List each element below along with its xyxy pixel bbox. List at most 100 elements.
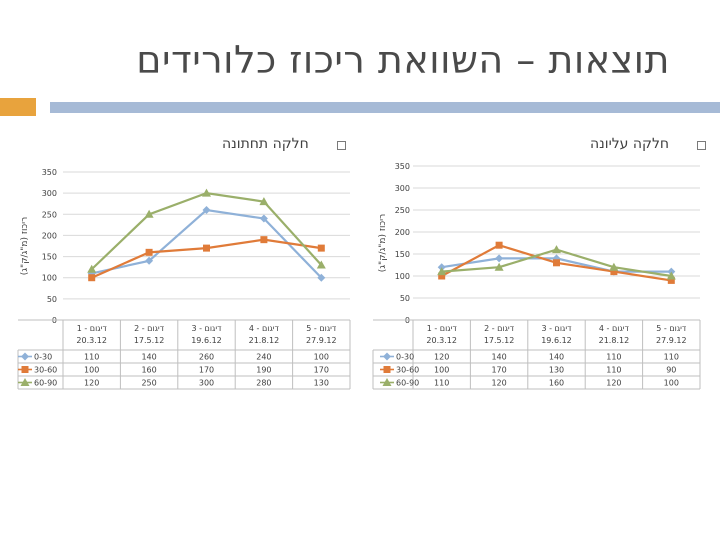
- right-chart-y-tick-label: 200: [395, 228, 410, 237]
- left-chart-point-60-90: [259, 197, 269, 206]
- right-chart-x-tick-label: 17.5.12: [484, 336, 515, 345]
- left-chart-y-tick-label: 350: [42, 168, 57, 177]
- right-chart-x-tick-label: 27.9.12: [656, 336, 687, 345]
- left-chart-series-line-60-90: [90, 192, 323, 271]
- right-chart-table-value: 90: [666, 366, 676, 375]
- right-chart-legend-key-marker: [383, 366, 391, 373]
- left-chart-y-tick-label: 100: [42, 274, 57, 283]
- right-chart-table-value: 100: [664, 379, 679, 388]
- right-chart-legend-label: 0-30: [396, 353, 414, 362]
- left-chart-legend-key-marker: [21, 366, 29, 373]
- right-chart-legend-label: 30-60: [396, 366, 419, 375]
- right-chart-point-30-60: [667, 276, 675, 284]
- left-chart-x-tick-label: דיגום - 3: [191, 324, 222, 333]
- left-chart-legend-label: 0-30: [34, 353, 52, 362]
- left-chart-table-value: 120: [84, 379, 99, 388]
- right-chart-table-value: 140: [491, 353, 506, 362]
- bullet-square-icon: [697, 141, 706, 150]
- left-chart-table-value: 100: [84, 366, 99, 375]
- left-chart-x-tick-label: דיגום - 1: [77, 324, 108, 333]
- right-chart-point-60-90: [552, 245, 561, 254]
- left-chart-table-value: 240: [256, 353, 271, 362]
- right-chart-y-tick-label: 250: [395, 206, 410, 215]
- left-chart-legend-key-marker: [21, 352, 29, 361]
- left-chart-point-60-90: [316, 260, 326, 269]
- left-chart-legend-label: 60-90: [34, 379, 57, 388]
- right-chart-table-value: 100: [434, 366, 449, 375]
- right-chart-y-tick-label: 150: [395, 250, 410, 259]
- left-chart-x-tick-label: דיגום - 4: [249, 324, 280, 333]
- left-chart-point-0-30: [259, 214, 268, 223]
- left-chart-table-value: 300: [199, 379, 214, 388]
- left-chart-x-tick-label: 21.8.12: [249, 336, 280, 345]
- title-accent-bar: [0, 98, 36, 116]
- left-chart-table-value: 160: [141, 366, 156, 375]
- right-chart-x-tick-label: 20.3.12: [426, 336, 457, 345]
- right-chart-table-value: 110: [606, 366, 621, 375]
- right-chart-y-tick-label: 50: [400, 294, 410, 303]
- right-chart-x-tick-label: 19.6.12: [541, 336, 572, 345]
- page-title: תוצאות – השוואת ריכוז כלורידים: [136, 38, 670, 82]
- right-chart-point-60-90: [666, 271, 676, 280]
- right-chart-table-value: 110: [606, 353, 621, 362]
- left-chart-table-value: 260: [199, 353, 214, 362]
- left-chart-table-value: 140: [141, 353, 156, 362]
- left-chart-y-axis-label: ריכוז (מ"ג/ק"ג): [20, 217, 30, 276]
- bullet-square-icon: [337, 141, 346, 150]
- left-chart-point-60-90: [87, 264, 97, 273]
- left-chart-x-tick-label: דיגום - 5: [306, 324, 337, 333]
- left-chart-point-30-60: [145, 248, 153, 256]
- right-chart-point-30-60: [553, 259, 560, 267]
- left-chart-heading: חלקה תחתונה: [222, 136, 309, 152]
- left-chart-point-0-30: [202, 206, 211, 215]
- right-chart-point-60-90: [494, 262, 504, 271]
- right-chart-x-tick-label: דיגום - 3: [541, 324, 572, 333]
- left-chart-table-value: 110: [84, 353, 99, 362]
- title-divider-bar: [50, 102, 720, 113]
- left-chart-point-30-60: [88, 274, 96, 282]
- right-chart-point-30-60: [495, 241, 503, 249]
- right-chart-point-0-30: [495, 254, 504, 263]
- right-chart-legend-key-marker: [382, 378, 392, 386]
- left-chart-table-value: 130: [314, 379, 329, 388]
- left-chart-table-value: 280: [256, 379, 271, 388]
- right-chart-table-value: 110: [664, 353, 679, 362]
- right-chart-table-value: 120: [491, 379, 506, 388]
- left-chart-table-value: 250: [141, 379, 156, 388]
- right-chart-point-30-60: [610, 268, 618, 276]
- left-chart-x-tick-label: דיגום - 2: [134, 324, 165, 333]
- right-chart-table-value: 120: [434, 353, 449, 362]
- left-chart-y-tick-label: 50: [47, 295, 57, 304]
- right-chart-table-value: 160: [549, 379, 564, 388]
- right-chart-y-tick-label: 300: [395, 184, 410, 193]
- left-chart-x-tick-label: 19.6.12: [191, 336, 222, 345]
- right-chart-y-tick-label: 350: [395, 162, 410, 171]
- right-chart-table-value: 170: [491, 366, 506, 375]
- left-chart-y-tick-label: 300: [42, 189, 57, 198]
- left-chart-y-tick-label: 150: [42, 253, 57, 262]
- left-chart-table-value: 170: [314, 366, 329, 375]
- right-chart-table-value: 130: [549, 366, 564, 375]
- right-chart-x-tick-label: דיגום - 5: [656, 324, 687, 333]
- left-chart-point-60-90: [202, 188, 211, 197]
- left-chart-point-30-60: [203, 244, 210, 252]
- right-chart-point-60-90: [609, 262, 619, 271]
- right-chart-x-tick-label: דיגום - 4: [599, 324, 630, 333]
- right-chart-legend-key-marker: [383, 352, 391, 361]
- right-chart-legend-label: 60-90: [396, 379, 419, 388]
- left-chart-x-tick-label: 27.9.12: [306, 336, 337, 345]
- left-chart-table-value: 170: [199, 366, 214, 375]
- left-chart-x-tick-label: 17.5.12: [134, 336, 165, 345]
- left-chart-x-tick-label: 20.3.12: [76, 336, 107, 345]
- left-chart-point-30-60: [317, 244, 325, 252]
- right-chart-y-tick-label: 100: [395, 272, 410, 281]
- left-chart-legend-label: 30-60: [34, 366, 57, 375]
- left-chart-point-30-60: [260, 236, 268, 244]
- right-chart-heading: חלקה עליונה: [590, 136, 670, 152]
- left-chart-point-60-90: [144, 209, 154, 218]
- left-chart-y-tick-label: 250: [42, 210, 57, 219]
- right-chart-table-value: 140: [549, 353, 564, 362]
- left-chart-point-0-30: [317, 273, 326, 282]
- left-chart-point-0-30: [145, 256, 154, 265]
